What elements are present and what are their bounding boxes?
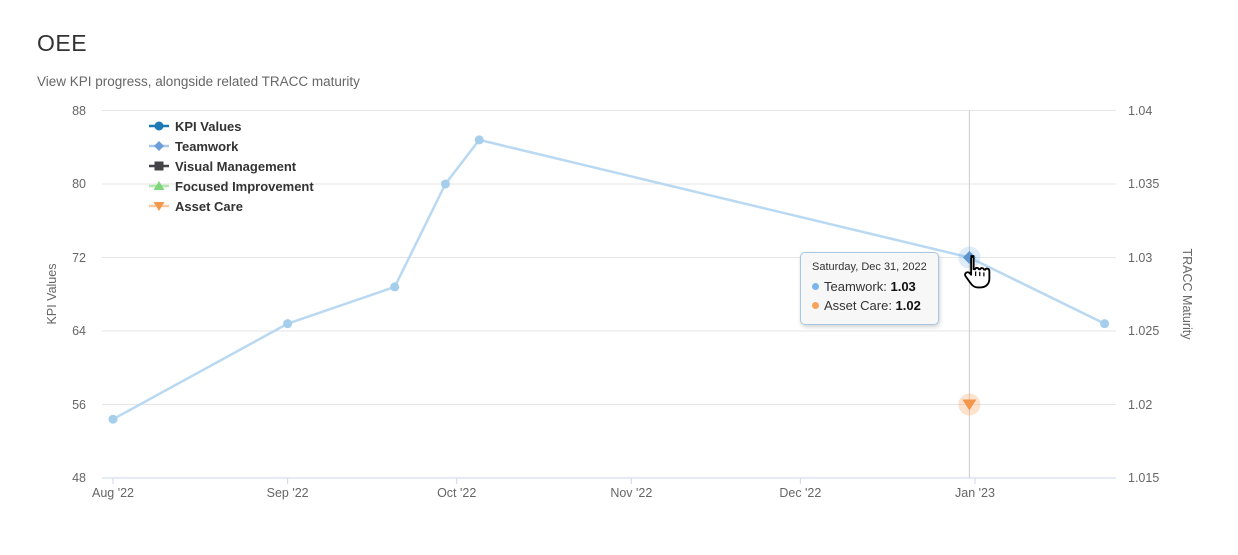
- asset-care-hover-point: [962, 399, 977, 411]
- x-axis-label: Sep '22: [266, 486, 309, 500]
- x-axis-label: Aug '22: [91, 486, 134, 500]
- teamwork-point: [440, 179, 450, 189]
- hand-cursor-icon: [964, 255, 991, 289]
- teamwork-point: [283, 319, 293, 329]
- legend-item-label: Asset Care: [175, 198, 243, 214]
- x-axis-label: Dec '22: [779, 486, 822, 500]
- y-axis-left-title: KPI Values: [45, 263, 59, 325]
- tooltip-row-teamwork: Teamwork: 1.03: [812, 277, 927, 296]
- tooltip-row-label: Asset Care: [824, 298, 889, 313]
- x-axis-label: Nov '22: [610, 486, 653, 500]
- legend-item-kpi-values[interactable]: KPI Values: [148, 116, 314, 136]
- y-axis-left-label: 56: [72, 397, 86, 412]
- tooltip-date: Saturday, Dec 31, 2022: [812, 261, 927, 273]
- y-axis-right-label: 1.015: [1128, 471, 1160, 485]
- tooltip-row-asset-care: Asset Care: 1.02: [812, 296, 927, 315]
- y-axis-right-label: 1.035: [1128, 177, 1160, 191]
- teamwork-point: [1100, 319, 1110, 329]
- legend-item-label: Teamwork: [175, 138, 239, 154]
- legend-item-label: Visual Management: [175, 158, 297, 174]
- legend-item-asset-care[interactable]: Asset Care: [148, 196, 314, 216]
- y-axis-right-label: 1.04: [1128, 103, 1153, 118]
- triangle-down-legend-marker-icon: [149, 202, 169, 211]
- tooltip-row-value: 1.02: [895, 298, 921, 313]
- teamwork-point: [474, 135, 484, 145]
- legend-item-focused-improvement[interactable]: Focused Improvement: [148, 176, 314, 196]
- legend-item-label: KPI Values: [175, 118, 242, 134]
- x-axis-label: Oct '22: [437, 486, 477, 500]
- teamwork-bullet-icon: [812, 283, 819, 290]
- y-axis-left-label: 48: [72, 471, 86, 485]
- y-axis-right-label: 1.025: [1128, 324, 1160, 338]
- chart-legend: KPI Values Teamwork Visual Management Focus…: [148, 116, 314, 216]
- square-legend-marker-icon: [149, 161, 169, 171]
- chart-subtitle: View KPI progress, alongside related TRA…: [37, 74, 360, 89]
- legend-item-teamwork[interactable]: Teamwork: [148, 136, 314, 156]
- triangle-up-legend-marker-icon: [149, 181, 169, 190]
- y-axis-right-label: 1.02: [1128, 397, 1153, 412]
- y-axis-right-label: 1.03: [1128, 250, 1153, 265]
- tooltip-row-label: Teamwork: [824, 279, 884, 294]
- y-axis-left-label: 80: [72, 177, 86, 191]
- chart-title: OEE: [37, 30, 88, 56]
- y-axis-left-label: 72: [72, 250, 86, 265]
- circle-legend-marker-icon: [149, 121, 169, 131]
- asset-care-bullet-icon: [812, 302, 819, 309]
- y-axis-left-label: 88: [72, 103, 86, 118]
- diamond-legend-marker-icon: [149, 141, 169, 151]
- x-axis-label: Jan '23: [955, 486, 995, 500]
- legend-item-label: Focused Improvement: [175, 178, 314, 194]
- tooltip-row-value: 1.03: [890, 279, 916, 294]
- y-axis-left-label: 64: [72, 324, 86, 338]
- teamwork-point: [390, 282, 400, 292]
- legend-item-visual-management[interactable]: Visual Management: [148, 156, 314, 176]
- teamwork-point: [108, 414, 118, 424]
- y-axis-right-title: TRACC Maturity: [1180, 248, 1194, 340]
- chart-tooltip: Saturday, Dec 31, 2022 Teamwork: 1.03 As…: [800, 252, 939, 325]
